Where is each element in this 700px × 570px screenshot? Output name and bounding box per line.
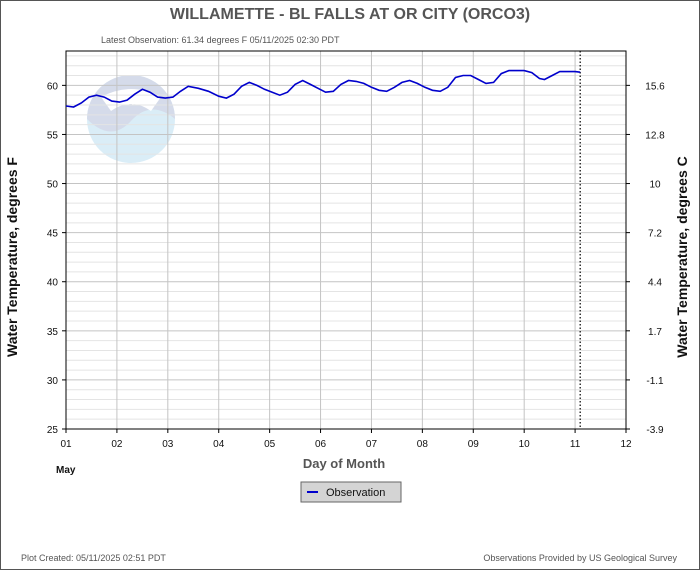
- y-left-tick-label: 25: [47, 425, 59, 436]
- x-tick-label: 08: [417, 439, 429, 450]
- legend-label: Observation: [326, 487, 385, 499]
- month-label: May: [56, 465, 76, 476]
- y-axis-right-ticks: -3.9 -1.1 1.7 4.4 7.2 10 12.8 15.6: [626, 81, 665, 436]
- y-right-tick-label: -3.9: [646, 425, 664, 436]
- x-tick-label: 04: [213, 439, 225, 450]
- y-right-tick-label: -1.1: [646, 376, 664, 387]
- y-left-tick-label: 40: [47, 278, 59, 289]
- x-tick-label: 07: [366, 439, 378, 450]
- minor-gridlines: [66, 55, 626, 420]
- x-tick-label: 02: [111, 439, 123, 450]
- noaa-logo-watermark: NOAA: [87, 75, 175, 163]
- latest-observation-text: Latest Observation: 61.34 degrees F 05/1…: [101, 35, 340, 45]
- y-left-tick-label: 30: [47, 376, 59, 387]
- y-axis-right-label: Water Temperature, degrees C: [674, 156, 690, 358]
- y-right-tick-label: 10: [649, 180, 661, 191]
- plot-border: [65, 50, 627, 430]
- x-tick-label: 03: [162, 439, 174, 450]
- x-tick-label: 06: [315, 439, 327, 450]
- x-tick-label: 05: [264, 439, 276, 450]
- y-left-tick-label: 50: [47, 180, 59, 191]
- x-tick-label: 10: [519, 439, 531, 450]
- y-right-tick-label: 12.8: [645, 130, 665, 141]
- observation-series-line: [65, 69, 581, 108]
- x-tick-label: 11: [570, 439, 581, 450]
- x-tick-label: 09: [468, 439, 480, 450]
- plot-area: [66, 51, 626, 429]
- y-axis-left-label: Water Temperature, degrees F: [4, 157, 20, 357]
- x-tick-label: 12: [620, 439, 632, 450]
- y-left-tick-label: 45: [47, 229, 59, 240]
- legend: Observation: [300, 481, 402, 503]
- plot-created-text: Plot Created: 05/11/2025 02:51 PDT: [21, 553, 166, 563]
- y-right-tick-label: 1.7: [648, 327, 662, 338]
- y-left-tick-label: 60: [47, 81, 59, 92]
- y-left-tick-label: 55: [47, 130, 59, 141]
- x-tick-label: 01: [60, 439, 72, 450]
- y-axis-left-ticks: 25 30 35 40 45 50 55 60: [47, 81, 66, 436]
- data-source-text: Observations Provided by US Geological S…: [483, 553, 677, 563]
- x-axis-ticks: 01 02 03 04 05 06 07 08 09 10 11 12: [60, 429, 632, 450]
- y-right-tick-label: 7.2: [648, 229, 662, 240]
- legend-box: [300, 481, 402, 503]
- y-right-tick-label: 4.4: [648, 278, 662, 289]
- chart-title: WILLAMETTE - BL FALLS AT OR CITY (ORCO3): [170, 6, 530, 23]
- y-right-tick-label: 15.6: [645, 81, 665, 92]
- x-axis-label: Day of Month: [303, 456, 385, 471]
- y-left-tick-label: 35: [47, 327, 59, 338]
